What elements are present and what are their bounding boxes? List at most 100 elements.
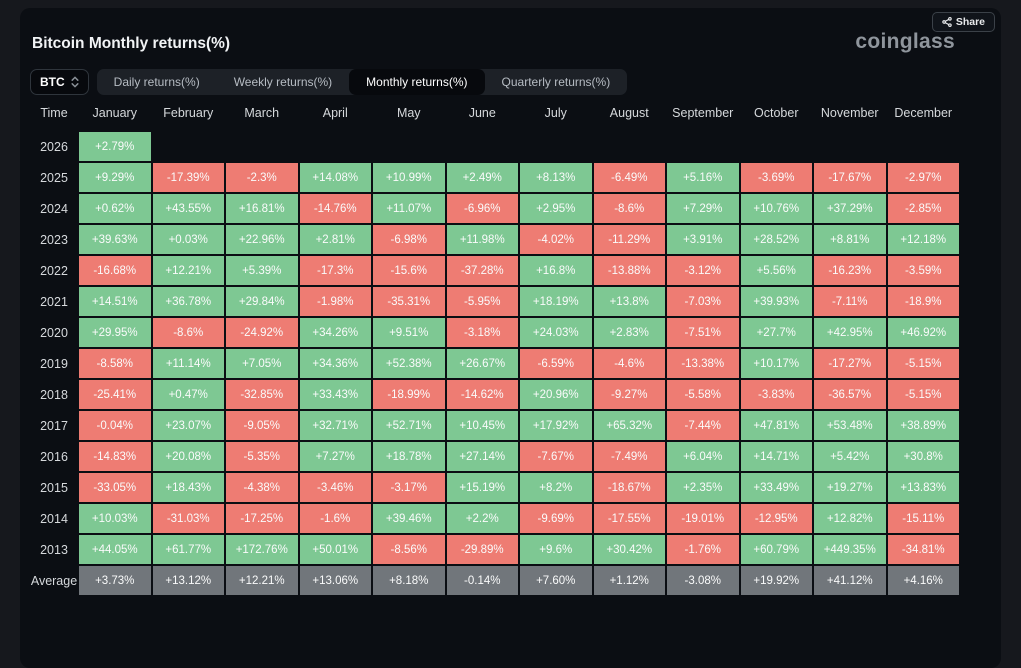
return-cell: [666, 131, 740, 162]
return-cell: -17.3%: [298, 255, 372, 286]
return-cell: -7.67%: [519, 441, 593, 472]
return-cell: [887, 131, 961, 162]
return-cell: [740, 131, 814, 162]
return-cell: -5.35%: [225, 441, 299, 472]
return-cell: +61.77%: [151, 534, 225, 565]
return-cell: -6.49%: [592, 162, 666, 193]
return-cell: +53.48%: [813, 410, 887, 441]
year-label: 2017: [40, 418, 68, 433]
return-cell: +33.43%: [298, 379, 372, 410]
return-cell: +33.49%: [739, 472, 813, 503]
return-cell: +34.36%: [298, 348, 372, 379]
month-column-header: March: [244, 106, 280, 120]
return-cell: +449.35%: [813, 534, 887, 565]
month-column-header: April: [322, 106, 348, 120]
return-cell: -14.76%: [298, 193, 372, 224]
return-cell: +8.13%: [519, 162, 593, 193]
return-cell: -33.05%: [78, 472, 152, 503]
return-cell: +7.27%: [298, 441, 372, 472]
year-label: 2019: [40, 356, 68, 371]
return-cell: +0.62%: [78, 193, 152, 224]
return-cell: +5.56%: [739, 255, 813, 286]
return-cell: -16.68%: [78, 255, 152, 286]
return-cell: -13.88%: [592, 255, 666, 286]
year-label: 2018: [40, 387, 68, 402]
return-cell: -31.03%: [151, 503, 225, 534]
return-cell: -9.69%: [519, 503, 593, 534]
return-cell: +30.8%: [886, 441, 960, 472]
return-cell: -17.67%: [813, 162, 887, 193]
tab-weekly-returns[interactable]: Weekly returns(%): [233, 75, 333, 89]
return-cell: +18.19%: [519, 286, 593, 317]
return-cell: +2.49%: [445, 162, 519, 193]
return-cell: -37.28%: [445, 255, 519, 286]
return-cell: -32.85%: [225, 379, 299, 410]
return-cell: +5.39%: [225, 255, 299, 286]
return-cell: -5.15%: [886, 379, 960, 410]
return-cell: +8.2%: [519, 472, 593, 503]
return-cell: -8.6%: [592, 193, 666, 224]
return-cell: -7.44%: [666, 410, 740, 441]
month-column-header: December: [894, 106, 953, 120]
returns-table: Time January February March April May June July…: [30, 100, 960, 596]
year-label: 2021: [40, 294, 68, 309]
return-cell: +10.45%: [445, 410, 519, 441]
return-cell: +22.96%: [225, 224, 299, 255]
return-cell: +172.76%: [225, 534, 299, 565]
return-cell: +24.03%: [519, 317, 593, 348]
return-cell: -3.17%: [372, 472, 446, 503]
return-cell: -6.96%: [445, 193, 519, 224]
return-cell: +10.76%: [739, 193, 813, 224]
returns-panel: Share Bitcoin Monthly returns(%) coingla…: [20, 8, 1001, 668]
return-cell: +13.8%: [592, 286, 666, 317]
return-cell: -1.6%: [298, 503, 372, 534]
return-cell: +2.35%: [666, 472, 740, 503]
return-cell: -7.11%: [813, 286, 887, 317]
return-cell: [519, 131, 593, 162]
return-cell: [813, 131, 887, 162]
month-column-header: January: [92, 106, 137, 120]
month-column-header: September: [672, 106, 734, 120]
year-label: 2023: [40, 232, 68, 247]
return-cell: +29.84%: [225, 286, 299, 317]
return-cell: +17.92%: [519, 410, 593, 441]
return-cell: -18.9%: [886, 286, 960, 317]
return-cell: +16.8%: [519, 255, 593, 286]
return-cell: -4.6%: [592, 348, 666, 379]
return-cell: +5.16%: [666, 162, 740, 193]
return-cell: -6.98%: [372, 224, 446, 255]
return-cell: -3.18%: [445, 317, 519, 348]
return-cell: +10.03%: [78, 503, 152, 534]
month-column-header: June: [468, 106, 496, 120]
share-button[interactable]: Share: [931, 12, 995, 32]
year-label: 2014: [40, 511, 68, 526]
return-cell: +34.26%: [298, 317, 372, 348]
return-cell: +5.42%: [813, 441, 887, 472]
return-cell: +13.12%: [151, 565, 225, 596]
return-cell: +11.98%: [445, 224, 519, 255]
return-cell: [593, 131, 667, 162]
return-cell: -8.58%: [78, 348, 152, 379]
return-cell: -6.59%: [519, 348, 593, 379]
year-label: 2025: [40, 170, 68, 185]
year-label: 2022: [40, 263, 68, 278]
tab-monthly-returns[interactable]: Monthly returns(%): [349, 69, 485, 95]
return-cell: +50.01%: [298, 534, 372, 565]
return-cell: +18.43%: [151, 472, 225, 503]
return-cell: +19.27%: [813, 472, 887, 503]
chevron-updown-icon: [71, 76, 79, 88]
return-cell: -3.83%: [739, 379, 813, 410]
return-cell: +52.71%: [372, 410, 446, 441]
return-cell: +9.29%: [78, 162, 152, 193]
return-cell: -13.38%: [666, 348, 740, 379]
symbol-select[interactable]: BTC: [30, 69, 89, 95]
return-cell: -4.02%: [519, 224, 593, 255]
return-cell: [299, 131, 373, 162]
return-cell: +4.16%: [886, 565, 960, 596]
tab-daily-returns[interactable]: Daily returns(%): [113, 75, 200, 89]
month-column-header: May: [396, 106, 421, 120]
return-cell: -2.85%: [886, 193, 960, 224]
return-cell: +41.12%: [813, 565, 887, 596]
return-cell: -9.05%: [225, 410, 299, 441]
tab-quarterly-returns[interactable]: Quarterly returns(%): [501, 75, 611, 89]
